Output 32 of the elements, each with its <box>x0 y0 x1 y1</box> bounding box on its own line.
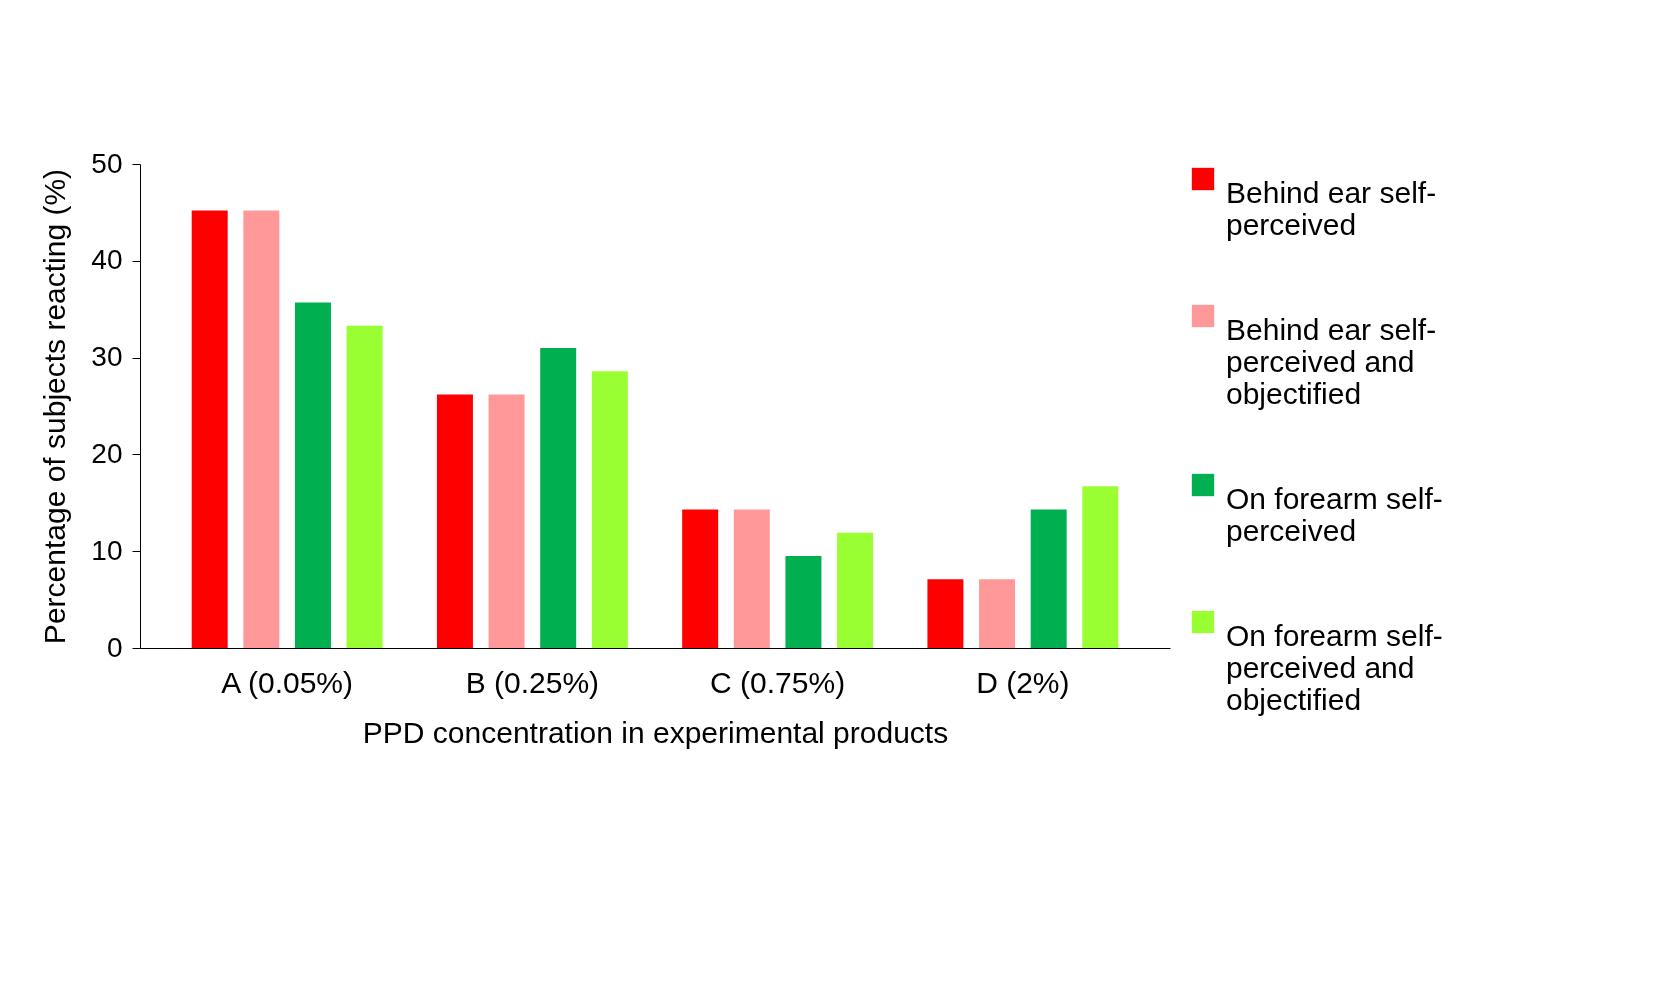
x-tick-label: D (2%) <box>976 665 1070 699</box>
bar <box>591 371 628 648</box>
legend-label: On forearm self-perceived and objectified <box>1226 619 1443 716</box>
x-tick-label: C (0.75%) <box>710 665 846 699</box>
bar <box>979 579 1016 648</box>
bar <box>346 325 383 648</box>
y-tick-label: 0 <box>106 631 123 663</box>
x-tick-label: A (0.05%) <box>221 665 354 699</box>
legend-label: On forearm self-perceived <box>1226 482 1443 547</box>
bar <box>488 394 525 648</box>
bar <box>682 509 719 648</box>
bar <box>785 556 822 648</box>
bar <box>243 210 280 648</box>
y-tick-label: 50 <box>91 147 123 179</box>
y-tick-label: 20 <box>91 437 123 469</box>
bar <box>837 532 874 648</box>
x-tick-label: B (0.25%) <box>465 665 600 699</box>
bar <box>1082 486 1119 648</box>
bar <box>540 347 577 648</box>
y-tick-label: 30 <box>91 341 123 373</box>
bar <box>436 394 473 648</box>
bar <box>927 579 964 648</box>
y-tick-label: 40 <box>91 244 123 276</box>
bar <box>191 210 228 648</box>
legend-label: Behind ear self-perceived <box>1226 176 1437 241</box>
y-axis-title: Percentage of subjects reacting (%) <box>38 168 72 645</box>
bar <box>1030 509 1067 648</box>
legend-label: Behind ear self-perceived and objectified <box>1226 313 1437 410</box>
y-tick-label: 10 <box>91 534 123 566</box>
bar <box>733 509 770 648</box>
bar <box>294 302 331 648</box>
x-axis-title: PPD concentration in experimental products <box>362 715 949 749</box>
